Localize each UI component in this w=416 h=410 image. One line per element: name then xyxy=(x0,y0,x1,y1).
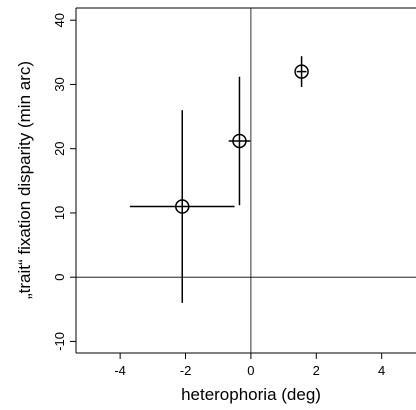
point xyxy=(175,199,190,214)
y-axis-label: „trait“ fixation disparity (min arc) xyxy=(15,61,34,299)
point xyxy=(294,64,309,79)
x-tick-label: 2 xyxy=(313,363,320,378)
y-tick-label: 10 xyxy=(52,206,67,220)
x-tick-label: 0 xyxy=(247,363,254,378)
point xyxy=(232,133,247,149)
x-tick-label: -4 xyxy=(114,363,126,378)
x-tick-label: -2 xyxy=(180,363,192,378)
x-axis-label: heterophoria (deg) xyxy=(181,385,321,404)
y-tick-label: 0 xyxy=(52,274,67,281)
y-tick-label: 30 xyxy=(52,77,67,91)
y-tick-label: 40 xyxy=(52,13,67,27)
y-tick-label: 20 xyxy=(52,141,67,155)
x-tick-label: 4 xyxy=(378,363,385,378)
y-tick-label: -10 xyxy=(52,332,67,351)
